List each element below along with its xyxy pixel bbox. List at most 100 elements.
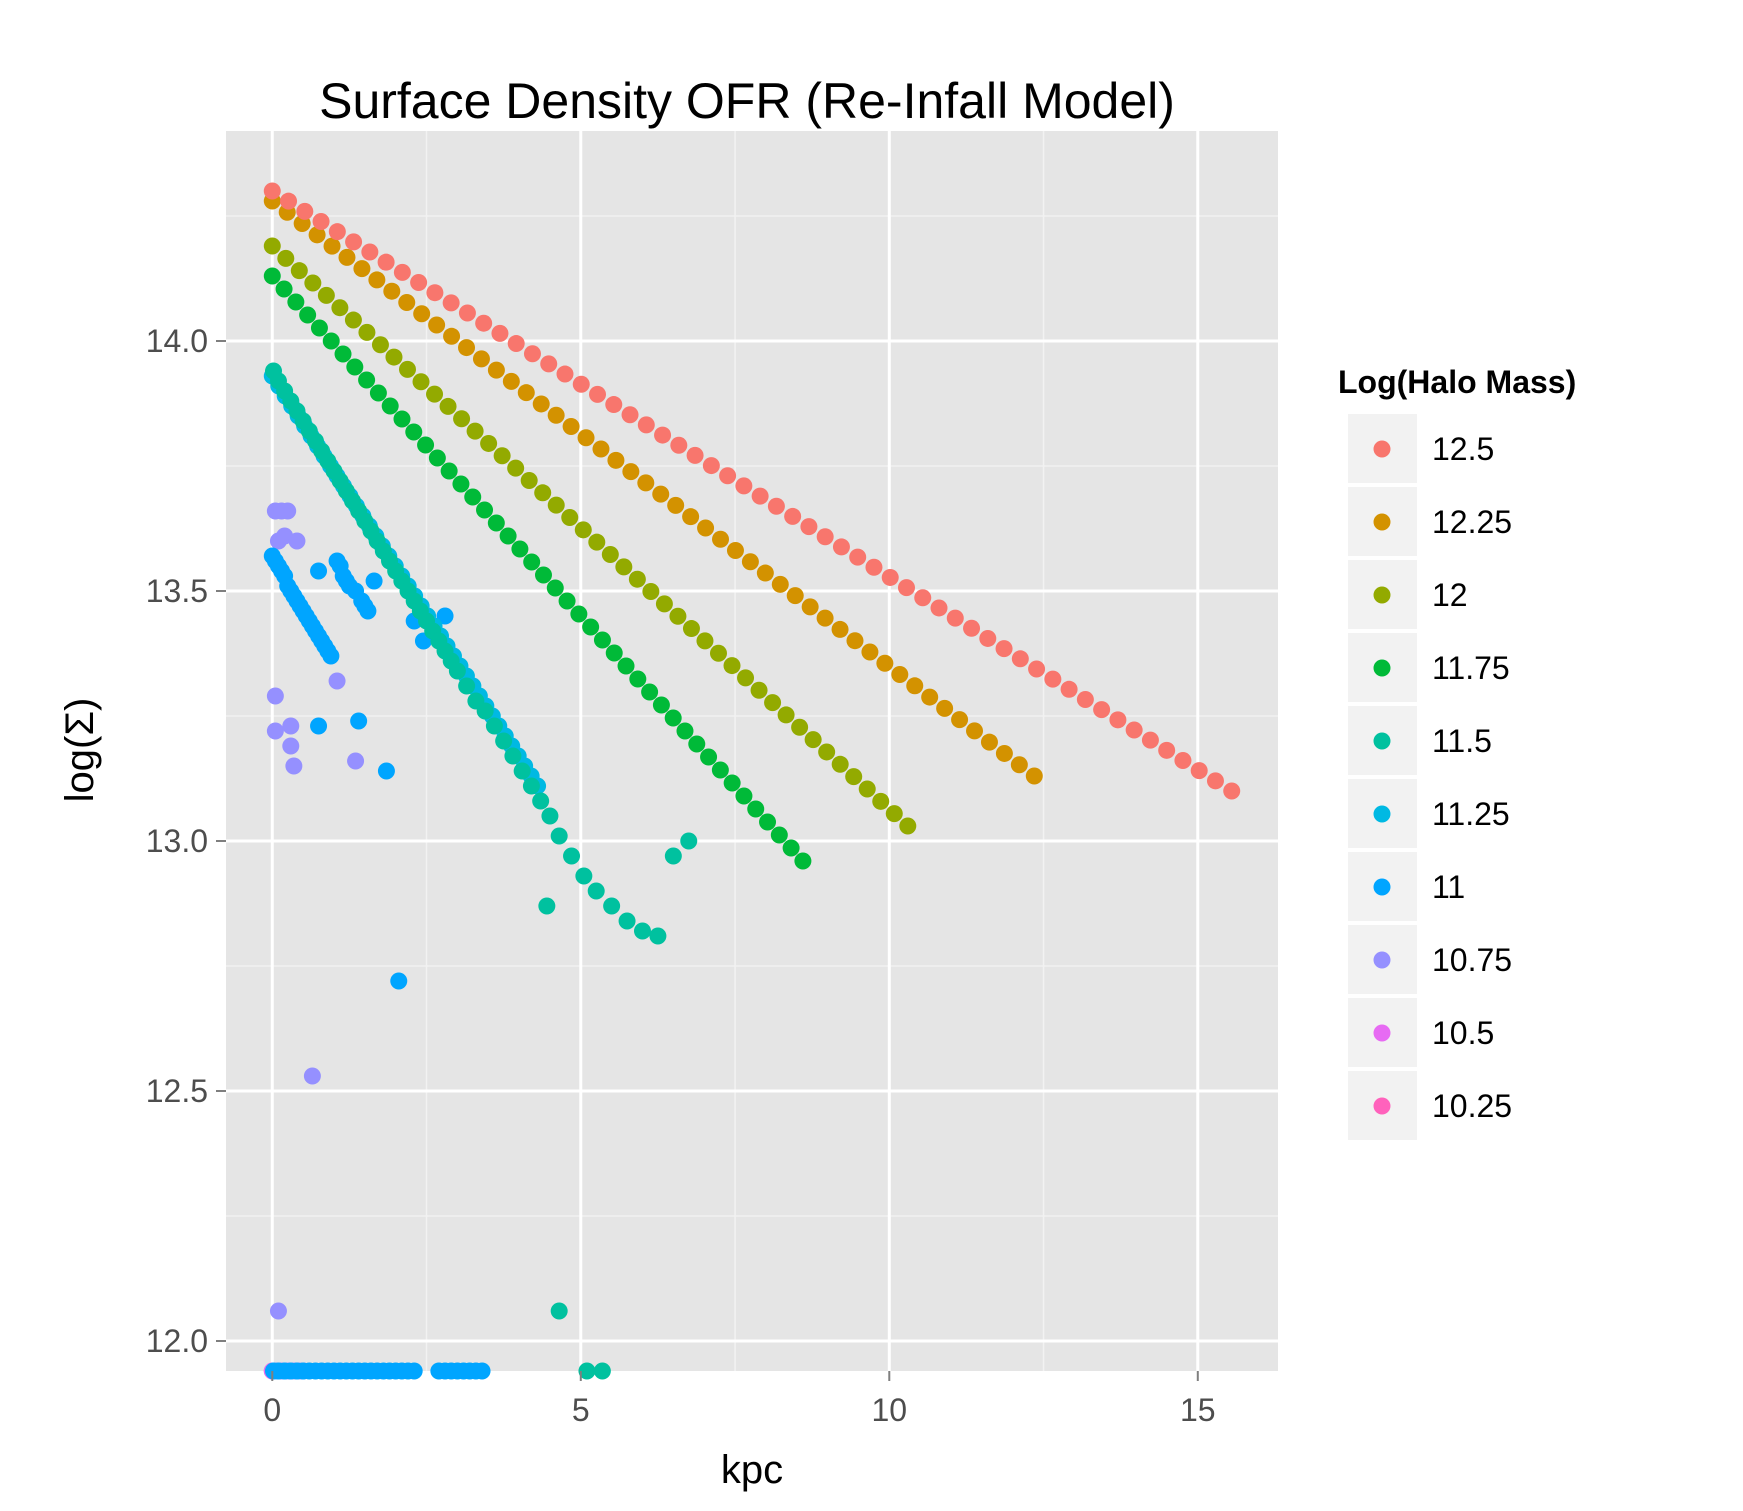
grid-major <box>226 131 1278 1371</box>
data-point <box>472 350 490 368</box>
data-point <box>652 485 670 503</box>
data-point <box>507 335 525 353</box>
data-point <box>417 436 435 454</box>
data-point <box>473 1362 491 1380</box>
x-axis-title: kpc <box>721 1448 783 1492</box>
data-point <box>1011 650 1029 668</box>
series-12.25 <box>263 192 1043 785</box>
data-point <box>269 1302 287 1320</box>
data-point <box>345 233 363 251</box>
data-point <box>930 599 948 617</box>
legend: Log(Halo Mass) 12.5 12.25 12 11.75 11.5 11.25… <box>1338 364 1576 1140</box>
data-point <box>547 406 565 424</box>
data-point <box>296 202 314 220</box>
data-point <box>676 722 694 740</box>
data-point <box>347 752 365 770</box>
data-point <box>277 249 295 267</box>
data-point <box>697 519 715 537</box>
data-point <box>1044 670 1062 688</box>
data-point <box>654 426 672 444</box>
y-tick-label: 12.5 <box>146 1073 208 1109</box>
x-tick-label: 15 <box>1180 1392 1216 1428</box>
legend-label: 11.25 <box>1432 796 1510 832</box>
data-point <box>546 579 564 597</box>
data-point <box>605 396 623 414</box>
data-point <box>1174 751 1192 769</box>
data-point <box>412 373 430 391</box>
data-point <box>936 699 954 717</box>
legend-key-point <box>1373 732 1391 750</box>
data-point <box>696 632 714 650</box>
data-point <box>558 592 576 610</box>
data-point <box>381 397 399 415</box>
data-point <box>849 548 867 566</box>
data-point <box>618 912 636 930</box>
data-point <box>287 293 305 311</box>
data-point <box>361 243 379 261</box>
data-point <box>405 1362 423 1380</box>
data-point <box>1223 782 1241 800</box>
data-point <box>385 348 403 366</box>
data-point <box>747 800 765 818</box>
data-point <box>466 422 484 440</box>
data-point <box>390 972 408 990</box>
data-point <box>642 583 660 601</box>
data-point <box>523 553 541 571</box>
data-point <box>756 564 774 582</box>
data-point <box>517 384 535 402</box>
data-point <box>428 316 446 334</box>
data-point <box>966 722 984 740</box>
data-point <box>562 417 580 435</box>
data-point <box>621 406 639 424</box>
data-point <box>741 553 759 571</box>
data-point <box>541 807 559 825</box>
legend-title: Log(Halo Mass) <box>1338 364 1576 400</box>
data-point <box>532 792 550 810</box>
data-point <box>670 436 688 454</box>
data-point <box>540 355 558 373</box>
legend-key-point <box>1373 513 1391 531</box>
data-point <box>995 640 1013 658</box>
y-tick-label: 12.0 <box>146 1323 208 1359</box>
data-point <box>344 311 362 329</box>
data-point <box>876 654 894 672</box>
data-point <box>426 385 444 403</box>
data-point <box>593 631 611 649</box>
data-point <box>979 629 997 647</box>
data-point <box>794 852 812 870</box>
data-point <box>885 805 903 823</box>
data-point <box>507 459 525 477</box>
data-point <box>628 570 646 588</box>
data-point <box>448 662 466 680</box>
data-point <box>865 558 883 576</box>
data-point <box>266 687 284 705</box>
data-point <box>480 434 498 452</box>
legend-label: 12.25 <box>1432 504 1512 540</box>
data-point <box>577 429 595 447</box>
data-point <box>872 792 890 810</box>
data-point <box>290 262 308 280</box>
data-point <box>881 568 899 586</box>
data-point <box>368 271 386 289</box>
data-point <box>266 722 284 740</box>
data-point <box>556 365 574 383</box>
data-point <box>331 299 349 317</box>
y-axis: 12.0 12.5 13.0 13.5 14.0 <box>146 323 226 1359</box>
data-point <box>680 832 698 850</box>
data-point <box>493 447 511 465</box>
data-point <box>398 360 416 378</box>
data-point <box>359 602 377 620</box>
data-point <box>323 237 341 255</box>
legend-key-point <box>1373 951 1391 969</box>
data-point <box>476 702 494 720</box>
data-point <box>603 897 621 915</box>
data-point <box>439 397 457 415</box>
data-point <box>350 712 368 730</box>
legend-label: 10.5 <box>1432 1015 1494 1051</box>
data-point <box>669 607 687 625</box>
data-point <box>770 826 788 844</box>
y-axis-title: log(Σ) <box>58 698 102 803</box>
data-point <box>804 731 822 749</box>
data-point <box>263 237 281 255</box>
